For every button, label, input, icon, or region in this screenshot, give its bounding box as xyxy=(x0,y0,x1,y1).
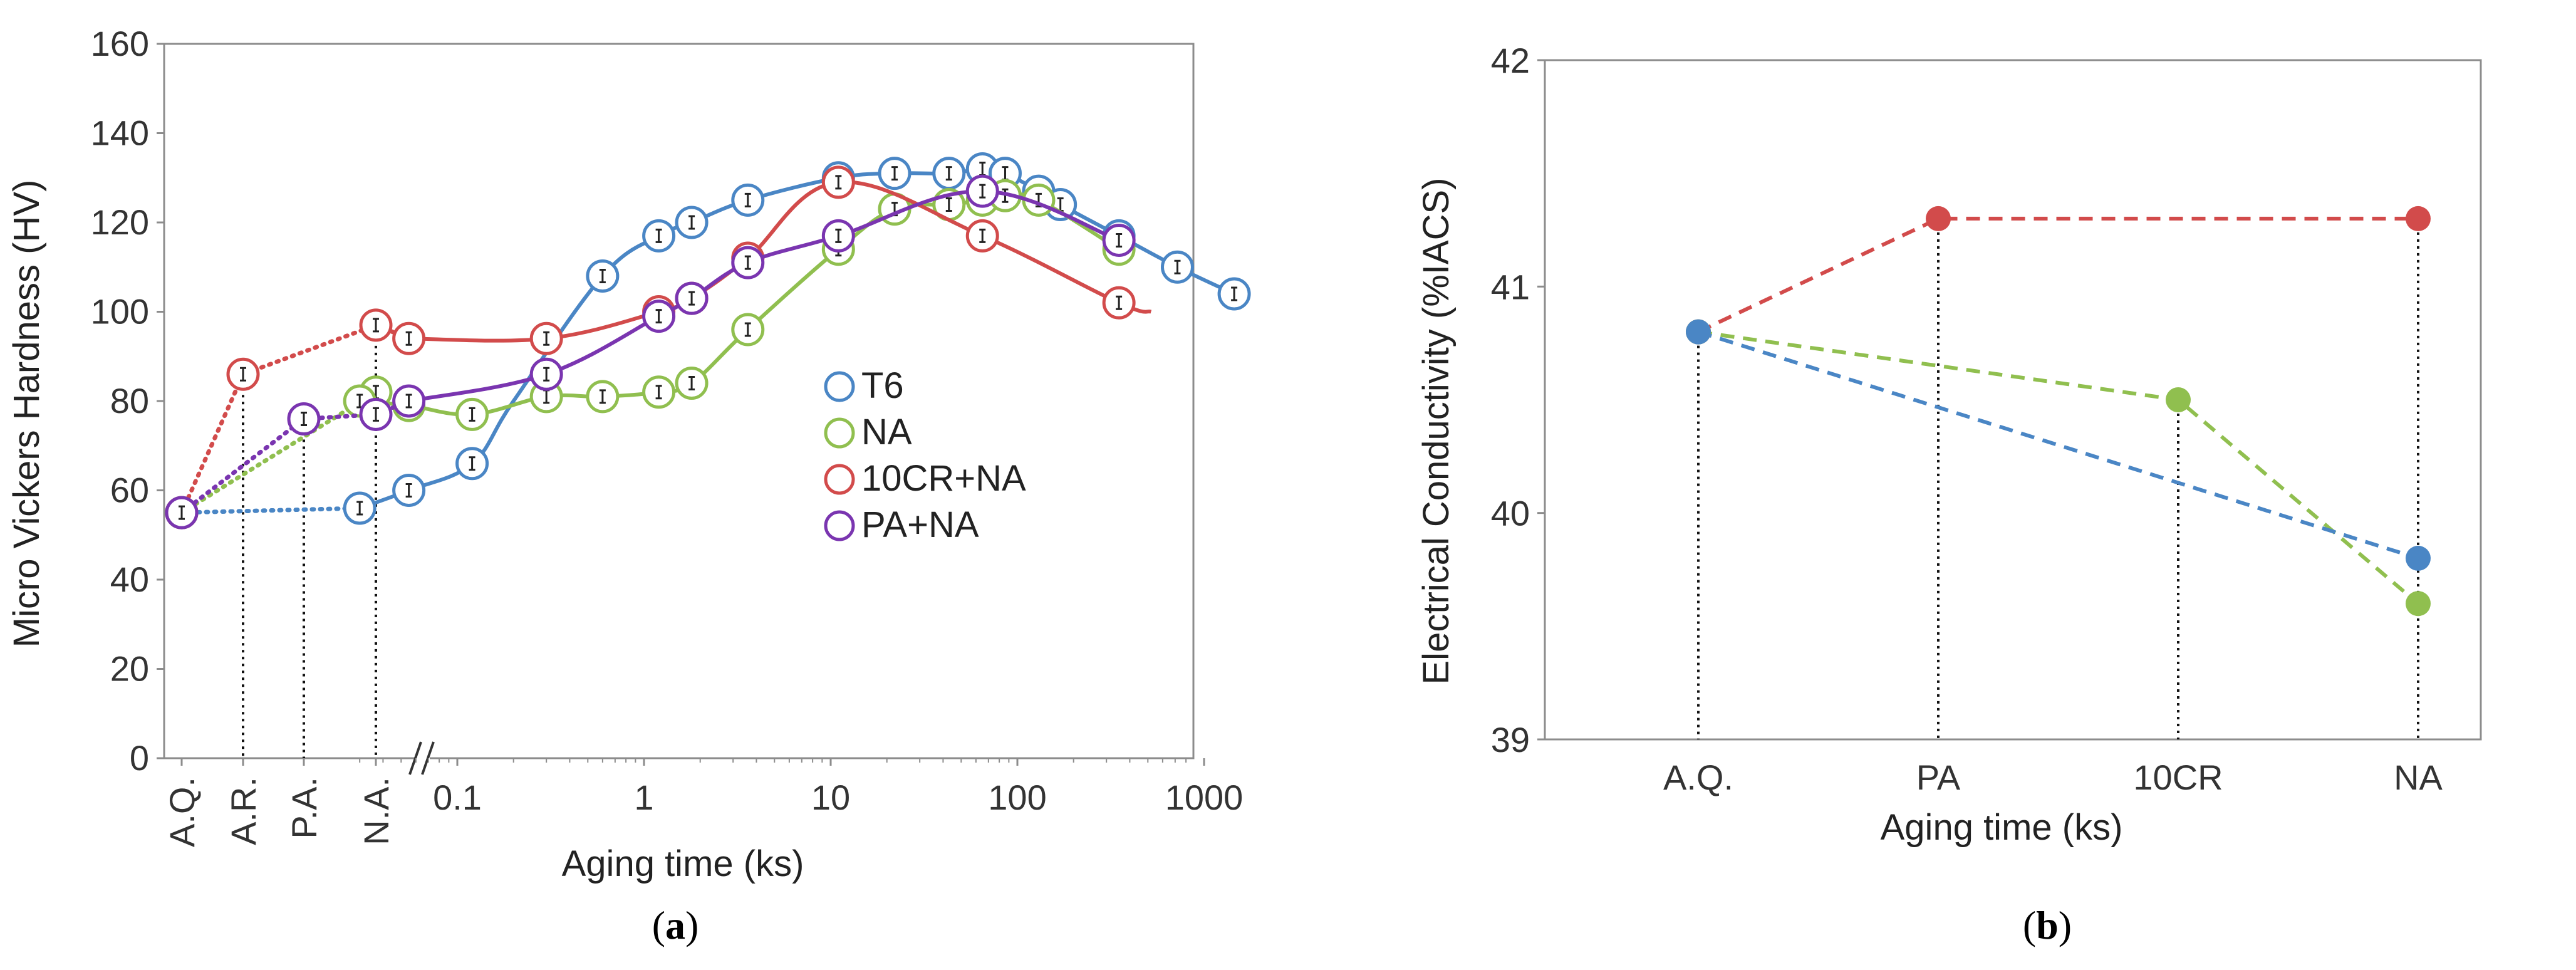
panel-a-x-tick-label: 0.1 xyxy=(433,778,482,817)
panel-a-y-axis-label: Micro Vickers Hardness (HV) xyxy=(6,180,47,648)
panel-a-connector-10CR+NA xyxy=(179,323,412,515)
panel-a-y-tick-label: 0 xyxy=(130,738,149,778)
panel-b-point-green xyxy=(2406,591,2431,617)
panel-a-connector-T6 xyxy=(179,506,362,515)
panel-a-y-tick-label: 20 xyxy=(110,649,149,689)
panel-a-y-tick-label: 60 xyxy=(110,471,149,510)
panel-b-point-red xyxy=(2406,206,2431,231)
panel-a-legend-label: NA xyxy=(861,412,912,452)
panel-b-caption: (b) xyxy=(2023,903,2072,947)
panel-b-x-tick-label: 10CR xyxy=(2133,758,2223,797)
panel-a-x-category-label: P.A. xyxy=(284,777,324,839)
panel-b-caption-letter: b xyxy=(2036,903,2059,947)
panel-a-legend-label: PA+NA xyxy=(861,504,979,545)
panel-b-data xyxy=(1686,206,2431,617)
panel-a-y-tick-label: 100 xyxy=(91,292,149,331)
panel-a-caption: (a) xyxy=(652,903,699,947)
panel-a-connector-PA+NA xyxy=(179,399,412,515)
panel-b-conductivity-chart: 39 40 41 42 A.Q. PA 10CR NA Electrical Conducti… xyxy=(1416,41,2482,848)
panel-a-x-category-label: A.R. xyxy=(224,777,263,845)
panel-a-caption-letter: a xyxy=(665,903,685,947)
panel-b-y-tick-label: 39 xyxy=(1491,720,1530,759)
panel-b-line-red xyxy=(1697,216,2418,334)
panel-b-point-blue xyxy=(2406,545,2431,571)
panel-a-legend-label: 10CR+NA xyxy=(861,458,1026,499)
panel-a-y-tick-label: 120 xyxy=(91,202,149,242)
panel-a-data xyxy=(165,152,1251,529)
panel-a-x-tick-label: 1000 xyxy=(1165,778,1244,817)
panel-b-point-green xyxy=(2166,387,2191,412)
panel-b-y-tick-label: 41 xyxy=(1491,267,1530,306)
panel-a-axes: 0 20 40 60 80 100 120 140 160 A.Q. A.R. P.A. N.A. 0.1… xyxy=(91,24,1244,847)
panel-a-x-tick-label: 100 xyxy=(988,778,1046,817)
panel-b-line-green xyxy=(1698,330,2419,605)
panel-a-y-tick-label: 160 xyxy=(91,24,149,63)
panel-b-point-red xyxy=(1926,206,1951,231)
panel-b-point-blue xyxy=(1686,319,1711,345)
panel-a-x-axis-label: Aging time (ks) xyxy=(562,843,804,884)
panel-a-series-PA+NA xyxy=(165,174,1136,529)
panel-b-line-blue xyxy=(1698,330,2419,560)
panel-a-y-tick-label: 80 xyxy=(110,381,149,420)
panel-a-curve-T6 xyxy=(359,167,1235,510)
panel-a-legend-marker xyxy=(824,371,855,402)
panel-b-y-tick-label: 42 xyxy=(1491,41,1530,80)
panel-b-axes: 39 40 41 42 A.Q. PA 10CR NA xyxy=(1491,41,2482,797)
panel-a-curve-PA+NA xyxy=(408,189,1120,403)
panel-b-plot-frame xyxy=(1544,59,2482,741)
panel-a-legend-marker xyxy=(824,464,855,495)
panel-b-x-tick-label: PA xyxy=(1916,758,1961,797)
panel-a-y-tick-label: 140 xyxy=(91,113,149,153)
panel-b-x-tick-label: NA xyxy=(2394,758,2443,797)
panel-b-x-tick-label: A.Q. xyxy=(1663,758,1733,797)
panel-b-y-tick-label: 40 xyxy=(1491,494,1530,533)
panel-a-legend-marker xyxy=(824,510,855,541)
panel-a-legend-label: T6 xyxy=(861,365,904,406)
panel-a-y-tick-label: 40 xyxy=(110,560,149,599)
panel-a-x-category-label: N.A. xyxy=(356,777,396,845)
panel-a-x-tick-label: 1 xyxy=(634,778,653,817)
panel-a-x-tick-label: 10 xyxy=(811,778,850,817)
panel-a-legend: T6 NA 10CR+NA PA+NA xyxy=(824,365,1026,545)
panel-b-y-axis-label: Electrical Conductivity (%IACS) xyxy=(1416,178,1457,685)
panel-a-x-category-label: A.Q. xyxy=(162,777,202,847)
panel-a-legend-marker xyxy=(824,417,855,449)
panel-b-x-axis-label: Aging time (ks) xyxy=(1881,807,2123,848)
panel-a-plot-frame xyxy=(163,43,1195,759)
svg-text:(b): (b) xyxy=(2023,903,2072,947)
panel-a-curve-NA xyxy=(359,192,1120,417)
svg-text:(a): (a) xyxy=(652,903,699,947)
panel-a-hardness-chart: 0 20 40 60 80 100 120 140 160 A.Q. A.R. P.A. N.A. 0.1… xyxy=(6,24,1251,884)
